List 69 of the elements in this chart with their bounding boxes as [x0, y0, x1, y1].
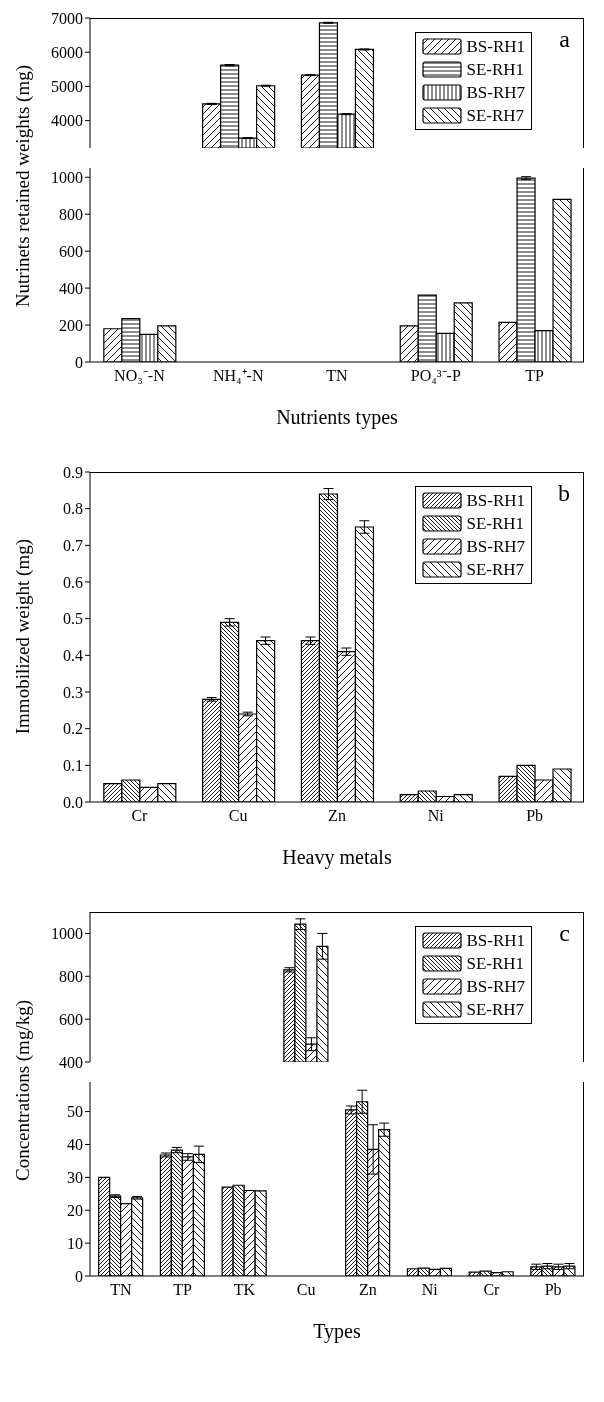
y-tick-label: 1000: [51, 168, 83, 186]
x-tick-label: PO₄³⁻-P: [410, 367, 461, 385]
x-tick-label: Ni: [421, 1281, 439, 1299]
y-tick-label: 200: [59, 316, 83, 334]
x-tick-label: Ni: [427, 807, 445, 825]
legend-label: BS-RH7: [466, 536, 525, 557]
y-tick-label: 20: [67, 1201, 83, 1219]
y-tick-label: 0.2: [63, 720, 83, 738]
x-tick-label: Pb: [544, 1281, 562, 1299]
legend-label: BS-RH7: [466, 82, 525, 103]
y-axis-title: Nutrinets retained weights (mg): [12, 64, 34, 308]
x-tick-label: TN: [326, 367, 349, 385]
x-tick-label: Zn: [328, 807, 346, 825]
legend-label: SE-RH7: [466, 559, 525, 580]
y-tick-label: 0: [75, 353, 83, 371]
y-tick-label: 7000: [51, 9, 83, 27]
y-axis-title: Immobilized weight (mg): [12, 539, 34, 735]
y-tick-label: 6000: [51, 43, 83, 61]
x-tick-label: Pb: [526, 807, 544, 825]
legend-label: BS-RH1: [466, 490, 525, 511]
y-tick-label: 400: [59, 279, 83, 297]
y-tick-label: 0.1: [63, 757, 83, 775]
x-tick-label: Cu: [296, 1281, 316, 1299]
y-tick-label: 800: [59, 967, 83, 985]
x-axis-title: Heavy metals: [281, 846, 393, 869]
legend-label: SE-RH1: [466, 953, 525, 974]
legend-label: SE-RH7: [466, 999, 525, 1020]
y-tick-label: 0.9: [63, 463, 83, 481]
x-tick-label: TP: [525, 367, 545, 385]
y-tick-label: 1000: [51, 925, 83, 943]
annotation: a: [559, 26, 570, 53]
legend-label: SE-RH1: [466, 59, 525, 80]
y-tick-label: 40: [67, 1136, 83, 1154]
legend-label: SE-RH7: [466, 105, 525, 126]
y-tick-label: 30: [67, 1169, 83, 1187]
x-axis-title: Types: [312, 1320, 362, 1343]
y-tick-label: 50: [67, 1103, 83, 1121]
legend-label: BS-RH7: [466, 976, 525, 997]
y-tick-label: 0: [75, 1267, 83, 1285]
x-tick-label: Cu: [228, 807, 248, 825]
y-tick-label: 600: [59, 242, 83, 260]
annotation: c: [559, 920, 570, 947]
legend-label: BS-RH1: [466, 36, 525, 57]
y-tick-label: 800: [59, 205, 83, 223]
legend-label: BS-RH1: [466, 930, 525, 951]
y-tick-label: 0.0: [63, 793, 83, 811]
y-tick-label: 4000: [51, 112, 83, 130]
y-tick-label: 0.5: [63, 610, 83, 628]
x-tick-label: TP: [173, 1281, 193, 1299]
x-tick-label: NO₃⁻-N: [114, 367, 166, 385]
x-tick-label: Cr: [483, 1281, 501, 1299]
legend-label: SE-RH1: [466, 513, 525, 534]
x-tick-label: TN: [110, 1281, 132, 1299]
y-tick-label: 0.6: [63, 573, 83, 591]
y-tick-label: 10: [67, 1234, 83, 1252]
y-tick-label: 5000: [51, 78, 83, 96]
annotation: b: [558, 480, 570, 507]
y-tick-label: 0.3: [63, 683, 83, 701]
x-tick-label: NH₄⁺-N: [212, 367, 264, 385]
y-tick-label: 600: [59, 1010, 83, 1028]
x-tick-label: Zn: [358, 1281, 377, 1299]
y-tick-label: 0.7: [63, 537, 83, 555]
y-tick-label: 0.4: [63, 647, 83, 665]
y-axis-title: Concentrations (mg/kg): [12, 999, 34, 1181]
y-tick-label: 0.8: [63, 500, 83, 518]
y-tick-label: 400: [59, 1053, 83, 1071]
x-axis-title: Nutrients types: [275, 406, 399, 429]
x-tick-label: TK: [233, 1281, 256, 1299]
x-tick-label: Cr: [131, 807, 149, 825]
